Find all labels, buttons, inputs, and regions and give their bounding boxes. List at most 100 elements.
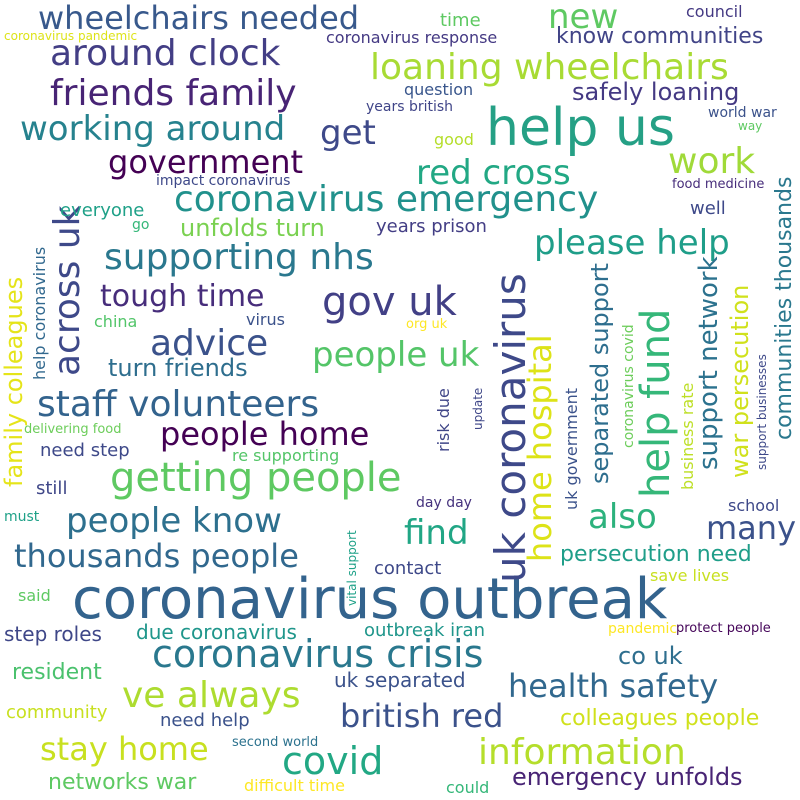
word: resident <box>12 660 102 685</box>
word: health safety <box>508 667 719 705</box>
word: could <box>446 778 490 797</box>
word: china <box>94 312 138 331</box>
word: covid <box>282 739 384 783</box>
word: gov uk <box>322 279 457 325</box>
word: re supporting <box>232 446 340 465</box>
word: due coronavirus <box>136 620 297 644</box>
word: support network <box>694 256 724 470</box>
word: co uk <box>618 642 683 670</box>
word: second world <box>232 735 319 750</box>
word: coronavirus outbreak <box>72 567 668 632</box>
word: turn friends <box>108 354 248 382</box>
word: unfolds turn <box>180 214 325 242</box>
word: step roles <box>4 622 102 646</box>
word: get <box>320 113 376 153</box>
word: years british <box>366 99 454 115</box>
word: outbreak iran <box>364 620 485 641</box>
word: said <box>18 586 51 605</box>
word: working around <box>20 109 286 149</box>
word: government <box>108 143 304 181</box>
word: delivering food <box>24 422 122 437</box>
word: advice <box>150 323 269 364</box>
word: networks war <box>48 770 197 795</box>
word: save lives <box>650 566 730 585</box>
word: support businesses <box>755 354 769 470</box>
word: information <box>478 732 686 773</box>
word: also <box>588 497 657 537</box>
word: around clock <box>50 33 281 74</box>
word: war persecution <box>726 284 754 478</box>
word: question <box>404 80 474 99</box>
word: uk separated <box>334 668 466 692</box>
word: people uk <box>312 335 480 375</box>
word: still <box>36 478 68 499</box>
word: day day <box>416 495 472 511</box>
word: ve always <box>122 675 301 716</box>
word: find <box>404 513 469 553</box>
word: well <box>690 198 726 219</box>
word: help fund <box>633 308 679 498</box>
word: people home <box>160 415 370 453</box>
word: home hospital <box>521 334 559 562</box>
word: world war <box>708 105 777 121</box>
word: need step <box>40 440 130 461</box>
word: school <box>728 496 780 515</box>
word: food medicine <box>672 177 765 192</box>
word: business rate <box>678 382 697 490</box>
word: go <box>132 217 150 233</box>
word: people know <box>66 501 282 541</box>
word: please help <box>534 223 730 263</box>
word: separated support <box>586 263 614 484</box>
word: new <box>548 0 619 37</box>
word: coronavirus crisis <box>152 632 484 676</box>
word: tough time <box>100 279 265 314</box>
word: wheelchairs needed <box>38 0 360 37</box>
word: work <box>668 141 756 182</box>
word: communities thousands <box>772 176 797 440</box>
word: way <box>738 119 763 133</box>
word: pandemic <box>608 621 678 637</box>
word: know communities <box>556 24 764 49</box>
word: protect people <box>676 621 771 636</box>
word: council <box>686 2 743 21</box>
word: community <box>6 702 108 723</box>
word: vital support <box>345 530 359 606</box>
word: difficult time <box>244 776 345 795</box>
word: coronavirus pandemic <box>4 29 138 43</box>
word: impact coronavirus <box>156 173 291 189</box>
word: red cross <box>416 153 571 193</box>
word: coronavirus emergency <box>174 179 599 220</box>
word: across uk <box>47 205 88 376</box>
word: colleagues people <box>560 706 760 731</box>
word: need help <box>160 710 250 731</box>
word: coronavirus covid <box>621 324 637 448</box>
word: help coronavirus <box>30 246 49 380</box>
word: years prison <box>376 216 487 237</box>
word: coronavirus response <box>326 28 498 47</box>
word: contact <box>374 558 442 579</box>
word: stay home <box>40 730 209 768</box>
word: time <box>440 10 481 31</box>
word: help us <box>486 98 675 158</box>
word: british red <box>340 697 504 735</box>
word: risk due <box>434 388 453 452</box>
word: friends family <box>50 73 297 114</box>
word: good <box>434 130 474 149</box>
word: loaning wheelchairs <box>370 47 729 88</box>
word: getting people <box>110 455 402 501</box>
word: many <box>706 509 796 547</box>
word: org uk <box>406 317 448 332</box>
word: update <box>471 387 485 430</box>
word: persecution need <box>560 542 752 567</box>
word: staff volunteers <box>37 384 320 425</box>
word: thousands people <box>14 537 299 575</box>
word: uk government <box>562 387 581 510</box>
word: safely loaning <box>572 78 740 106</box>
word: supporting nhs <box>104 237 374 278</box>
word: virus <box>246 310 285 329</box>
word: must <box>4 509 40 525</box>
word: everyone <box>60 200 145 221</box>
word: family colleagues <box>0 276 28 487</box>
word: emergency unfolds <box>512 763 743 791</box>
